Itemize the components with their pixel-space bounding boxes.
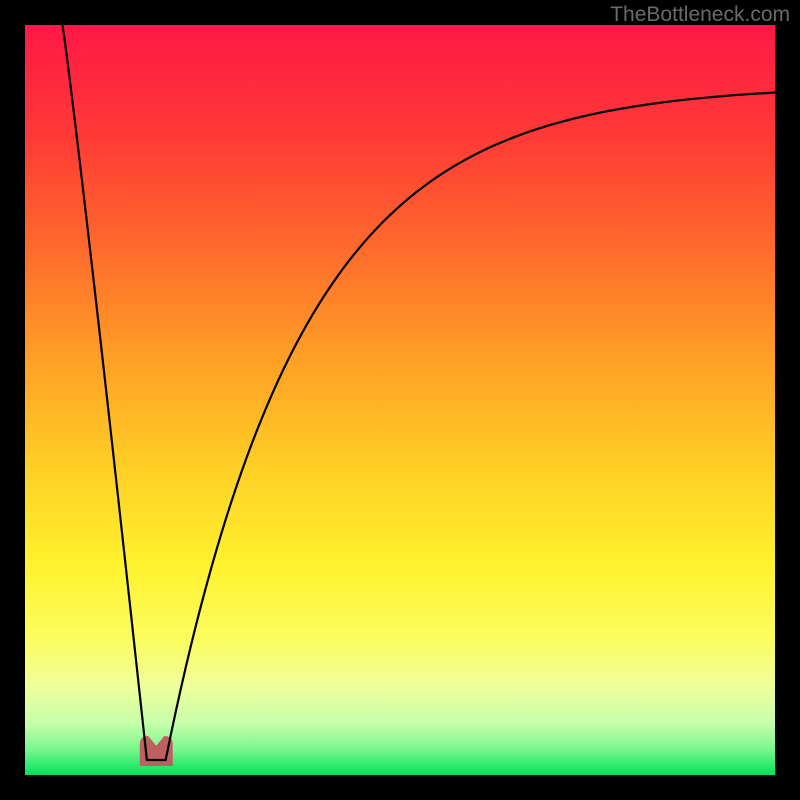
watermark-text: TheBottleneck.com: [610, 3, 790, 26]
plot-area: [25, 25, 775, 775]
bottleneck-chart: TheBottleneck.com: [0, 0, 800, 800]
